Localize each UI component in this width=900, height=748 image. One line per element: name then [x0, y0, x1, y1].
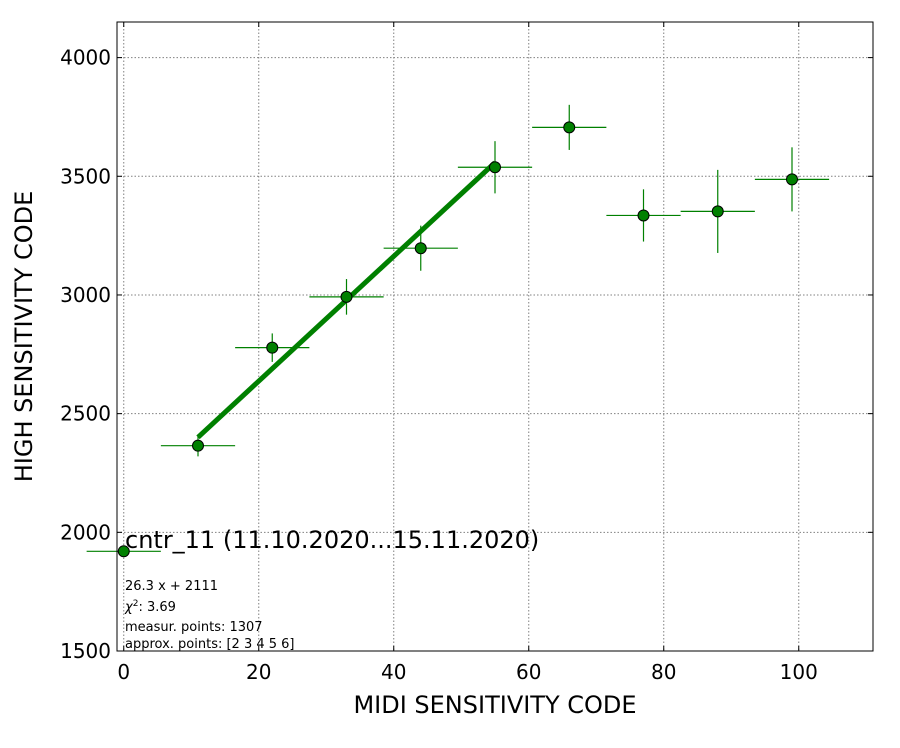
data-point	[266, 341, 279, 354]
x-tick-label: 40	[381, 660, 406, 684]
plot-frame	[116, 21, 874, 652]
data-point	[192, 439, 204, 452]
x-ticks: 0 20 40 60 80 100	[117, 22, 818, 684]
y-tick-label: 4000	[60, 46, 111, 70]
chi-squared: χ2: 3.69	[124, 599, 176, 615]
chi-symbol: χ	[124, 600, 134, 615]
y-axis-label: HIGH SENSITIVITY CODE	[10, 191, 38, 483]
y-tick-label: 2500	[60, 402, 111, 426]
x-tick-label: 20	[246, 660, 271, 684]
measured-points: measur. points: 1307	[125, 620, 263, 635]
y-ticks: 1500 2000 2500 3000 3500 4000	[60, 46, 873, 663]
x-tick-label: 60	[516, 660, 541, 684]
data-point	[637, 209, 650, 222]
data-point	[563, 121, 576, 134]
y-tick-label: 3000	[60, 283, 111, 307]
y-tick-label: 3500	[60, 164, 111, 188]
data-point	[117, 545, 130, 558]
data-point	[340, 290, 353, 303]
data-point	[414, 242, 427, 255]
chi-exponent: 2	[133, 599, 139, 609]
fit-equation: 26.3 x + 2111	[125, 579, 218, 594]
y-tick-label: 1500	[60, 639, 111, 663]
run-label: cntr_11 (11.10.2020...15.11.2020)	[125, 526, 539, 554]
data-points	[117, 121, 798, 558]
x-tick-label: 100	[780, 660, 818, 684]
x-tick-label: 80	[651, 660, 676, 684]
data-point	[786, 173, 798, 186]
data-point	[711, 205, 724, 218]
data-point	[489, 161, 501, 174]
chi-value: : 3.69	[138, 600, 175, 615]
approx-points: approx. points: [2 3 4 5 6]	[125, 637, 295, 652]
y-tick-label: 2000	[60, 520, 111, 544]
x-axis-label: MIDI SENSITIVITY CODE	[353, 691, 636, 719]
x-tick-label: 0	[117, 660, 130, 684]
horizontal-grid-lines	[117, 57, 873, 533]
